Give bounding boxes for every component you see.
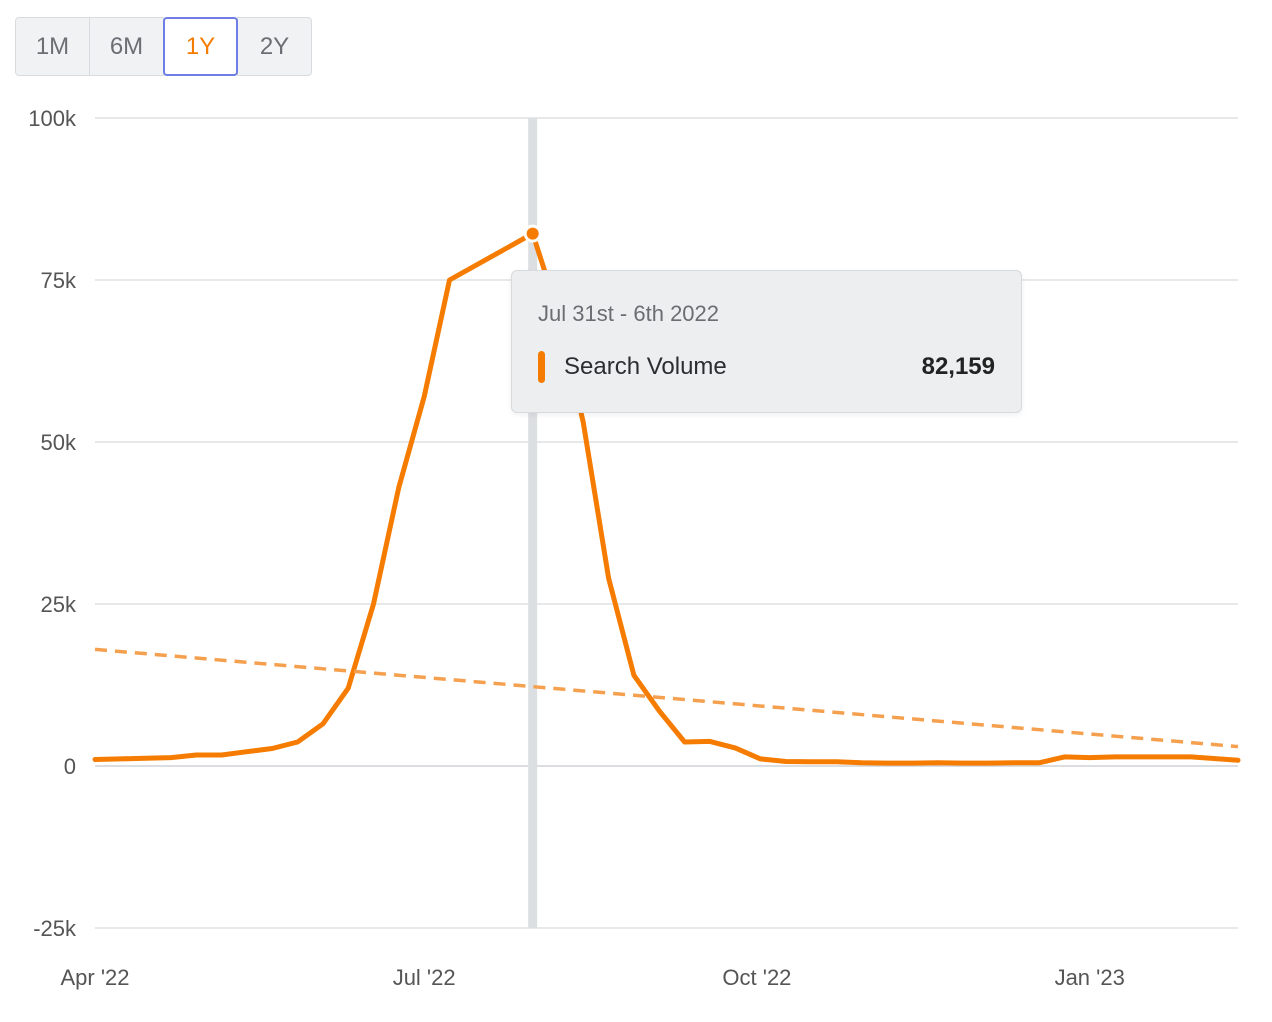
tooltip-series-swatch [538, 351, 545, 383]
y-tick-label: 25k [41, 592, 77, 617]
trend-line [94, 647, 1239, 749]
x-tick-label: Oct '22 [722, 965, 791, 990]
y-tick-label: 100k [28, 106, 77, 131]
y-tick-label: 75k [41, 268, 77, 293]
tooltip-series-name: Search Volume [564, 353, 727, 380]
range-button-1m[interactable]: 1M [15, 17, 90, 76]
y-tick-label: 0 [64, 754, 76, 779]
x-tick-label: Jan '23 [1055, 965, 1125, 990]
x-tick-label: Jul '22 [393, 965, 456, 990]
tooltip-value: 82,159 [921, 353, 995, 380]
chart-tooltip: Jul 31st - 6th 2022 Search Volume 82,159 [511, 270, 1022, 413]
x-tick-label: Apr '22 [60, 965, 129, 990]
highlight-point [526, 227, 539, 240]
range-button-1y[interactable]: 1Y [163, 17, 238, 76]
series-line-search-volume [92, 231, 1241, 766]
y-tick-label: -25k [33, 916, 77, 941]
range-button-6m[interactable]: 6M [89, 17, 164, 76]
time-range-selector: 1M 6M 1Y 2Y [15, 17, 312, 76]
tooltip-date: Jul 31st - 6th 2022 [538, 301, 720, 326]
y-tick-label: 50k [41, 430, 77, 455]
